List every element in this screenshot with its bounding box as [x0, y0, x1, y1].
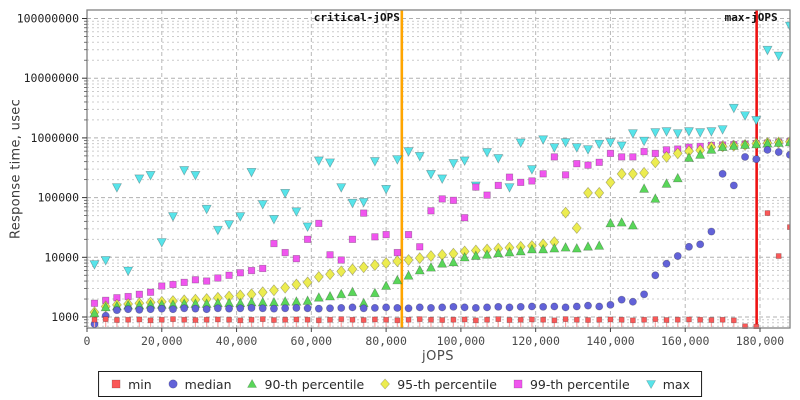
y-tick-label: 1000	[51, 310, 79, 324]
y-tick-label: 10000000	[24, 71, 79, 85]
critical-jops-label: critical-jOPS	[314, 11, 400, 24]
x-tick-label: 0	[84, 334, 91, 348]
legend-label-p99: 99-th percentile	[529, 376, 630, 392]
legend-label-min: min	[128, 376, 152, 392]
series-p90	[89, 136, 790, 318]
legend-item-min: min	[110, 377, 152, 392]
series-p95	[89, 135, 790, 319]
y-tick-label: 100000000	[17, 12, 79, 26]
chart-legend: min median 90-th percentile 95-th percentil…	[98, 371, 702, 397]
p99-marker-icon	[513, 379, 523, 389]
series-markers	[89, 21, 790, 329]
legend-item-max: max	[645, 377, 690, 392]
series-median	[90, 145, 790, 329]
max-jops-label: max-jOPS	[725, 11, 778, 24]
gridlines	[87, 10, 790, 328]
x-tick-label: 60,000	[291, 334, 333, 348]
legend-label-max: max	[662, 376, 690, 392]
x-tick-label: 140,000	[586, 334, 635, 348]
series-min	[91, 210, 790, 329]
legend-label-median: median	[184, 376, 232, 392]
legend-label-p90: 90-th percentile	[264, 376, 365, 392]
x-tick-label: 100,000	[437, 334, 486, 348]
series-max	[89, 21, 790, 277]
x-axis-title: jOPS	[422, 349, 454, 364]
y-tick-label: 1000000	[31, 131, 80, 145]
legend-item-p90: 90-th percentile	[247, 376, 365, 392]
y-tick-label: 100000	[37, 191, 79, 205]
y-tick-label: 10000	[44, 250, 79, 264]
x-tick-label: 160,000	[661, 334, 710, 348]
max-marker-icon	[645, 380, 656, 390]
p90-marker-icon	[247, 378, 258, 388]
x-tick-label: 120,000	[511, 334, 560, 348]
legend-item-p99: 99-th percentile	[512, 377, 630, 392]
min-marker-icon	[111, 379, 121, 389]
legend-label-p95: 95-th percentile	[397, 376, 497, 392]
p95-marker-icon	[380, 378, 391, 390]
x-tick-label: 20,000	[141, 334, 183, 348]
median-marker-icon	[168, 379, 178, 389]
legend-item-p95: 95-th percentile	[379, 377, 497, 392]
x-tick-label: 80,000	[365, 334, 407, 348]
x-tick-label: 180,000	[736, 334, 785, 348]
x-tick-label: 40,000	[216, 334, 258, 348]
axes: 0 20,000 40,000 60,000 80,000 100,000 120,000 1…	[17, 12, 785, 349]
legend-item-median: median	[167, 377, 232, 392]
y-axis-title: Response time, usec	[8, 98, 24, 240]
